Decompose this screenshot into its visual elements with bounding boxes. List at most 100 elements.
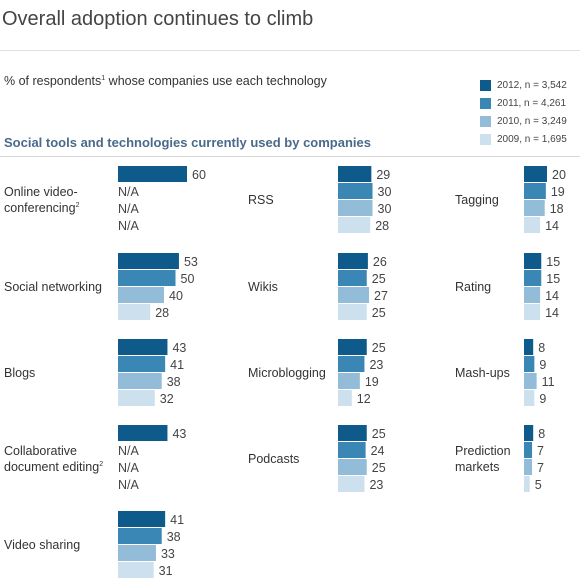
bar [118, 287, 164, 303]
bar [338, 390, 352, 406]
bar [338, 442, 366, 458]
data-label: 30 [378, 202, 392, 216]
legend-swatch-2011 [480, 97, 491, 109]
data-label: 19 [365, 375, 379, 389]
bar [524, 200, 545, 216]
bar [524, 253, 542, 269]
title-divider [0, 50, 580, 51]
bar [524, 339, 534, 355]
bar [118, 304, 151, 320]
bar [524, 390, 535, 406]
data-label: 7 [537, 461, 544, 475]
data-label: 11 [542, 375, 555, 389]
data-label: 25 [372, 461, 386, 475]
na-label: N/A [118, 461, 140, 475]
na-label: N/A [118, 185, 140, 199]
data-label: 32 [160, 392, 174, 406]
section-divider [0, 156, 580, 157]
legend-swatch-2010 [480, 115, 491, 127]
bar [524, 287, 541, 303]
legend-item-2011: 2011, n = 4,261 [480, 94, 567, 112]
category-label: RSS [248, 193, 274, 207]
category-label: Rating [455, 280, 491, 294]
data-label: 8 [538, 341, 545, 355]
bar [524, 425, 534, 441]
data-label: 5 [535, 478, 542, 492]
data-label: 43 [172, 341, 186, 355]
bar [524, 356, 535, 372]
data-label: 8 [538, 427, 545, 441]
data-label: 14 [545, 306, 559, 320]
bar [524, 166, 547, 182]
data-label: 25 [372, 341, 386, 355]
bar [118, 339, 168, 355]
bar [338, 253, 368, 269]
bar [338, 166, 372, 182]
legend-item-2012: 2012, n = 3,542 [480, 76, 567, 94]
data-label: 25 [372, 427, 386, 441]
data-label: 41 [170, 513, 184, 527]
category-label: Podcasts [248, 452, 299, 466]
bar [338, 183, 373, 199]
bar [118, 373, 162, 389]
bar [338, 425, 367, 441]
legend: 2012, n = 3,542 2011, n = 4,261 2010, n … [480, 76, 567, 148]
data-label: 23 [369, 478, 383, 492]
legend-item-2010: 2010, n = 3,249 [480, 112, 567, 130]
bar [524, 270, 542, 286]
category-label: Blogs [4, 366, 35, 380]
data-label: 28 [155, 306, 169, 320]
category-label: conferencing2 [4, 201, 80, 215]
bar [118, 425, 168, 441]
na-label: N/A [118, 444, 140, 458]
data-label: 24 [371, 444, 385, 458]
category-label: Social networking [4, 280, 102, 294]
category-label: Mash-ups [455, 366, 510, 380]
bar [338, 304, 367, 320]
bar [338, 270, 367, 286]
bar [118, 511, 166, 527]
data-label: 15 [546, 255, 560, 269]
data-label: 7 [537, 444, 544, 458]
bar [118, 166, 187, 182]
section-title: Social tools and technologies currently … [4, 135, 371, 150]
legend-swatch-2009 [480, 133, 491, 145]
bar [524, 373, 537, 389]
data-label: 30 [378, 185, 392, 199]
category-label: document editing2 [4, 460, 103, 474]
bar [338, 339, 367, 355]
bar [338, 217, 371, 233]
data-label: 29 [376, 168, 390, 182]
bar [524, 459, 533, 475]
na-label: N/A [118, 219, 140, 233]
bar [118, 390, 155, 406]
data-label: 38 [167, 530, 181, 544]
category-label: Prediction [455, 444, 511, 458]
legend-item-2009: 2009, n = 1,695 [480, 130, 567, 148]
bar [338, 287, 370, 303]
data-label: 15 [546, 272, 560, 286]
data-label: 14 [545, 219, 559, 233]
category-label: Online video- [4, 185, 78, 199]
category-label: markets [455, 460, 499, 474]
data-label: 18 [550, 202, 564, 216]
bar [338, 373, 360, 389]
data-label: 60 [192, 168, 206, 182]
data-label: 9 [539, 392, 546, 406]
bar [524, 476, 530, 492]
chart-subtitle: % of respondents1 whose companies use ea… [4, 74, 327, 88]
bar [338, 356, 365, 372]
category-label: Wikis [248, 280, 278, 294]
bar [118, 253, 179, 269]
data-label: 31 [159, 564, 173, 578]
bar [118, 270, 176, 286]
category-label: Collaborative [4, 444, 77, 458]
data-label: 38 [167, 375, 181, 389]
legend-swatch-2012 [480, 79, 491, 91]
chart-title: Overall adoption continues to climb [2, 8, 314, 30]
data-label: 53 [184, 255, 198, 269]
bar [118, 356, 166, 372]
data-label: 41 [170, 358, 184, 372]
bar [118, 545, 156, 561]
